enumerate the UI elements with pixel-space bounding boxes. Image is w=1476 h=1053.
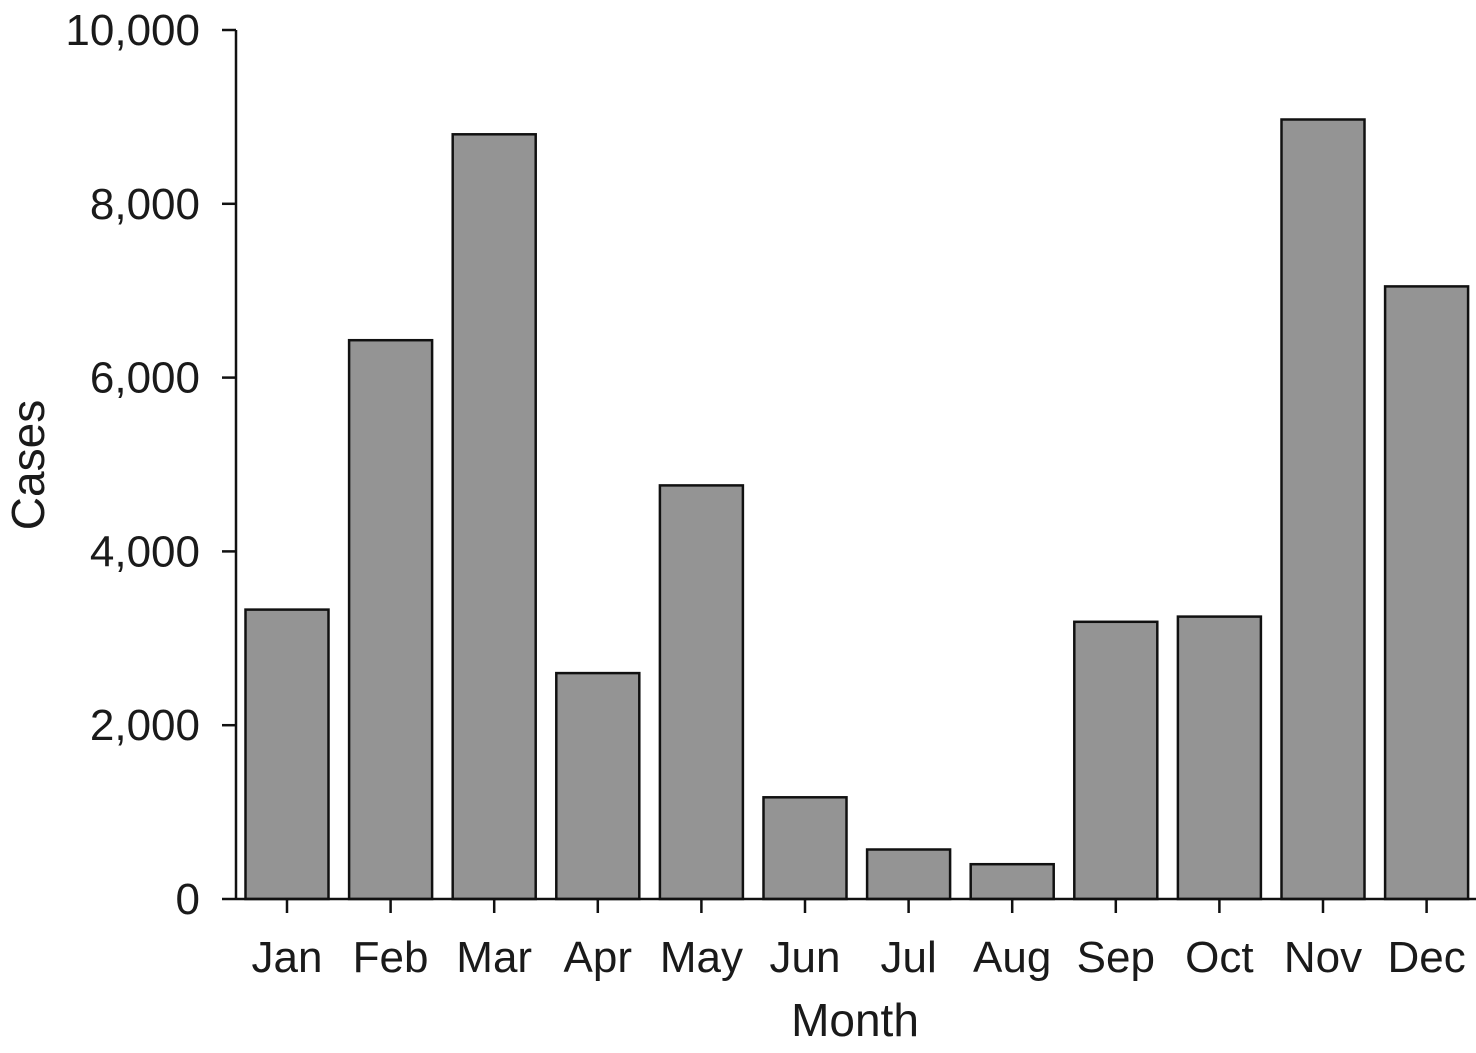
bar-dec [1383,285,1470,901]
bar-mar [451,133,537,901]
y-tick-label-2000: 2,000 [90,701,200,750]
bar-feb [347,338,434,901]
x-tick-label-apr: Apr [564,933,632,982]
bar-jan [244,608,330,901]
bar-oct [1176,615,1263,901]
y-tick-label-4000: 4,000 [90,527,200,576]
x-tick-label-jun: Jun [770,933,841,982]
x-tick-label-feb: Feb [353,933,429,982]
bar-may [658,484,745,901]
y-tick-label-0: 0 [176,875,200,924]
bar-jun [762,796,848,901]
y-axis: 0 2,000 4,000 6,000 8,000 10,000 [65,6,238,924]
bar-apr [555,671,641,901]
bars-layer [244,118,1470,901]
x-tick-label-oct: Oct [1185,933,1253,982]
bar-jul [865,848,952,901]
bar-sep [1073,620,1159,901]
y-tick-label-8000: 8,000 [90,180,200,229]
x-tick-label-mar: Mar [456,933,532,982]
x-tick-label-dec: Dec [1387,933,1465,982]
y-axis-label: Cases [2,400,54,530]
y-tick-label-10000: 10,000 [65,6,200,55]
x-tick-label-may: May [660,933,743,982]
y-tick-label-6000: 6,000 [90,354,200,403]
x-axis: Jan Feb Mar Apr May Jun Jul Aug Sep Oct Nov Dec [236,897,1476,982]
x-tick-label-sep: Sep [1077,933,1155,982]
bar-aug [969,862,1055,901]
x-axis-label: Month [791,994,919,1046]
x-tick-label-nov: Nov [1284,933,1362,982]
x-tick-label-jul: Jul [880,933,936,982]
x-tick-label-jan: Jan [252,933,323,982]
x-tick-label-aug: Aug [973,933,1051,982]
bar-nov [1280,118,1366,901]
